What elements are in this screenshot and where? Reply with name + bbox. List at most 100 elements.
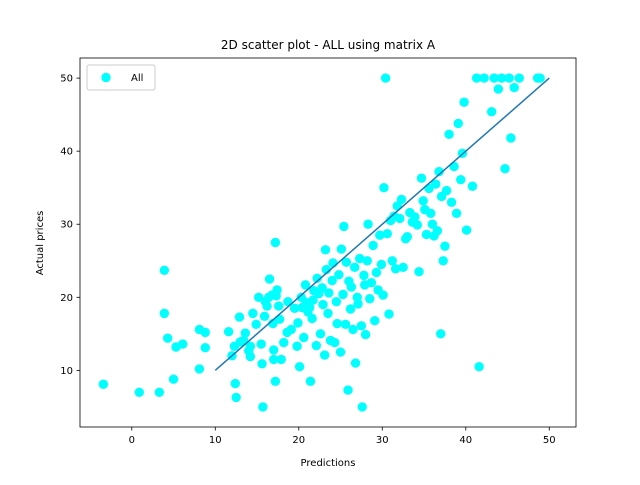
data-point [292,341,302,351]
data-point [371,267,382,278]
data-point [159,308,170,319]
data-point [293,318,303,328]
data-point [379,183,389,193]
x-axis-label: Predictions [301,458,356,469]
data-point [355,253,365,264]
data-point [418,196,428,206]
data-point [456,174,466,185]
data-point [366,277,377,288]
legend-box [86,64,156,91]
plot-area [80,58,576,427]
data-point [307,313,317,324]
y-axis-ticks: 10 20 30 40 50 [60,74,80,377]
data-point [444,129,454,140]
data-point [360,329,371,340]
lines-layer [214,77,550,371]
data-point [319,350,330,360]
data-point [305,376,316,387]
data-point [318,299,328,310]
data-point [245,341,256,351]
data-point [436,329,446,339]
data-point [272,285,282,295]
data-point [396,194,407,205]
data-point [230,378,241,389]
data-point [504,73,514,83]
data-point [461,225,472,235]
data-point [535,73,545,83]
data-point [506,133,516,143]
data-point [274,314,285,324]
data-point [269,354,279,365]
x-tick-label: 10 [209,435,222,446]
data-point [240,328,251,338]
data-point [194,364,205,374]
data-point [98,379,109,389]
y-tick-label: 20 [60,293,73,304]
data-point [390,264,401,274]
data-point [200,327,210,338]
x-axis-ticks: 0 10 20 30 40 50 [129,427,556,446]
data-point [168,374,179,384]
data-point [375,230,385,240]
data-point [446,197,457,208]
data-point [365,294,375,304]
data-point [312,273,322,283]
data-point [441,185,452,196]
data-point [264,274,275,284]
data-point [276,354,286,365]
data-point [304,302,315,313]
data-point [479,73,489,83]
data-point [432,226,443,236]
data-point [341,257,352,267]
data-point [340,319,351,330]
data-point [308,295,318,305]
data-point [440,241,450,251]
data-point [336,244,347,254]
data-point [286,324,296,335]
data-point [245,351,256,362]
data-point [134,387,144,397]
y-tick-label: 10 [60,366,73,377]
data-point [335,347,346,357]
points-layer [98,73,545,412]
data-point [274,301,284,311]
data-point [471,73,482,83]
data-point [339,221,349,232]
data-point [421,229,432,240]
x-tick-label: 30 [376,435,389,446]
data-point [289,303,300,313]
data-point [357,402,367,412]
data-point [382,229,392,239]
data-point [259,311,270,321]
y-axis-label: Actual prices [35,211,46,276]
data-point [327,275,337,286]
data-point [262,301,272,311]
data-point [334,269,344,280]
data-point [248,308,258,319]
data-point [258,402,268,412]
data-point [328,258,338,268]
data-point [223,326,234,337]
data-point [412,220,423,230]
data-point [370,315,380,326]
data-point [317,283,327,293]
y-tick-label: 50 [60,74,73,85]
data-point [353,299,363,309]
data-point [416,173,427,183]
data-point [486,107,497,117]
data-point [410,212,420,222]
data-point [257,359,267,369]
data-point [350,262,360,273]
data-point [380,73,391,83]
data-point [279,337,289,348]
data-point [253,292,264,302]
data-point [453,118,463,129]
data-point [338,289,348,300]
y-tick-label: 30 [60,220,73,231]
legend: All [86,64,156,91]
data-point [329,337,340,348]
legend-label-all: All [131,73,143,84]
data-point [474,362,484,372]
